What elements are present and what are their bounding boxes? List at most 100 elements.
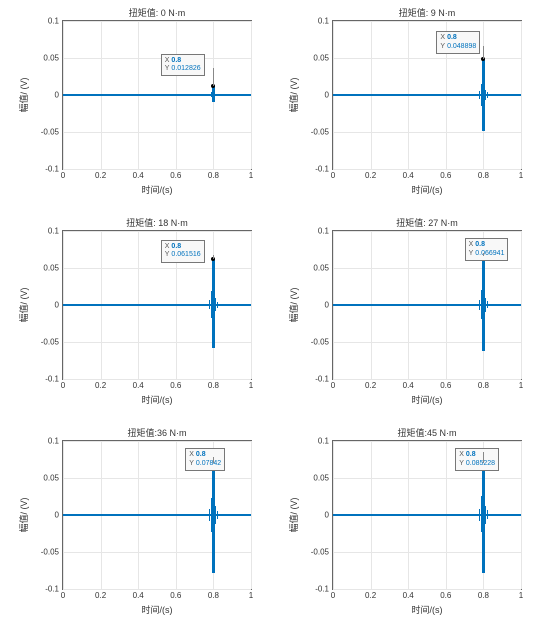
subplot-title: 扭矩值: 27 N·m (396, 216, 458, 229)
ylabel: 幅值/ (V) (287, 498, 300, 533)
ytick-label: 0.05 (43, 264, 59, 273)
xtick-label: 0.6 (170, 171, 181, 180)
xlabel: 时间/(s) (412, 183, 443, 196)
datatip-x: 0.8 (475, 241, 485, 248)
ytick-label: 0 (55, 511, 59, 520)
xtick-label: 0.8 (208, 171, 219, 180)
datatip-y: 0.048898 (447, 43, 476, 50)
datatip[interactable]: X0.8Y0.066941 (465, 238, 509, 261)
xlabel: 时间/(s) (412, 603, 443, 616)
xtick-label: 0.4 (403, 171, 414, 180)
xtick-label: 0.4 (403, 381, 414, 390)
xtick-label: 0 (331, 591, 335, 600)
signal-line (63, 94, 251, 96)
ytick-label: 0 (55, 91, 59, 100)
subplot-axes: 00.20.40.60.81-0.1-0.0500.050.1扭矩值:45 N·… (332, 440, 522, 590)
datatip-y: 0.061516 (171, 251, 200, 258)
subplot-title: 扭矩值: 0 N·m (129, 6, 186, 19)
xtick-label: 0.8 (478, 171, 489, 180)
xtick-label: 0.6 (170, 381, 181, 390)
xtick-label: 0.2 (365, 591, 376, 600)
xtick-label: 0.2 (365, 171, 376, 180)
datatip-x: 0.8 (447, 34, 457, 41)
ytick-label: 0 (55, 301, 59, 310)
xtick-label: 0.2 (365, 381, 376, 390)
ylabel: 幅值/ (V) (17, 498, 30, 533)
xtick-label: 1 (519, 591, 523, 600)
ytick-label: 0.05 (313, 54, 329, 63)
subplot-title: 扭矩值:36 N·m (127, 426, 186, 439)
datatip-y: 0.07842 (196, 460, 221, 467)
ylabel: 幅值/ (V) (17, 288, 30, 323)
datatip[interactable]: X0.8Y0.012826 (161, 54, 205, 77)
xtick-label: 0.6 (170, 591, 181, 600)
datatip[interactable]: X0.8Y0.061516 (161, 240, 205, 263)
subplot-axes: 00.20.40.60.81-0.1-0.0500.050.1扭矩值: 27 N… (332, 230, 522, 380)
datatip[interactable]: X0.8Y0.048898 (436, 31, 480, 54)
ytick-label: -0.1 (315, 375, 329, 384)
signal-line (63, 514, 251, 516)
ytick-label: -0.05 (41, 548, 59, 557)
ytick-label: -0.1 (45, 375, 59, 384)
ytick-label: -0.1 (45, 165, 59, 174)
ytick-label: -0.05 (311, 548, 329, 557)
xtick-label: 0 (331, 381, 335, 390)
xtick-label: 1 (519, 171, 523, 180)
ytick-label: 0.05 (43, 54, 59, 63)
xtick-label: 0 (61, 381, 65, 390)
datatip-stem (213, 255, 214, 260)
subplot-axes: 00.20.40.60.81-0.1-0.0500.050.1扭矩值: 0 N·… (62, 20, 252, 170)
signal-line (63, 304, 251, 306)
ytick-label: 0 (325, 301, 329, 310)
xtick-label: 0.8 (478, 381, 489, 390)
ytick-label: 0.1 (318, 437, 329, 446)
xtick-label: 0.8 (478, 591, 489, 600)
xtick-label: 0.8 (208, 591, 219, 600)
ylabel: 幅值/ (V) (17, 78, 30, 113)
ytick-label: -0.1 (45, 585, 59, 594)
datatip-stem (483, 253, 484, 256)
xtick-label: 0.4 (403, 591, 414, 600)
datatip-y: 0.066941 (475, 250, 504, 257)
xlabel: 时间/(s) (142, 393, 173, 406)
subplot-title: 扭矩值: 9 N·m (399, 6, 456, 19)
ytick-label: 0 (325, 511, 329, 520)
figure: 0 0.2 0.4 0.6 0.8 1 -0.1 -0.05 0 0.05 0.1 扭矩值: 0 N·… (0, 0, 542, 636)
xtick-label: 0.4 (133, 591, 144, 600)
xtick-label: 0.6 (440, 381, 451, 390)
ytick-label: 0.1 (318, 227, 329, 236)
ytick-label: -0.1 (315, 165, 329, 174)
signal-line (333, 94, 521, 96)
xtick-label: 0.6 (440, 171, 451, 180)
subplot-title: 扭矩值:45 N·m (397, 426, 456, 439)
datatip[interactable]: X0.8Y0.085228 (455, 448, 499, 471)
subplot-axes: 00.20.40.60.81-0.1-0.0500.050.1扭矩值: 18 N… (62, 230, 252, 380)
ytick-label: -0.05 (41, 338, 59, 347)
ytick-label: 0.05 (43, 474, 59, 483)
ytick-label: 0.1 (48, 227, 59, 236)
datatip-y: 0.012826 (171, 65, 200, 72)
ytick-label: 0.1 (48, 17, 59, 26)
subplot-title: 扭矩值: 18 N·m (126, 216, 188, 229)
ytick-label: -0.05 (41, 128, 59, 137)
datatip-x: 0.8 (171, 243, 181, 250)
datatip-stem (213, 457, 214, 463)
xtick-label: 0 (61, 171, 65, 180)
datatip[interactable]: X0.8Y0.07842 (185, 448, 225, 471)
xtick-label: 1 (519, 381, 523, 390)
datatip-stem (213, 68, 214, 85)
datatip-y: 0.085228 (466, 460, 495, 467)
xtick-label: 1 (249, 591, 253, 600)
xtick-label: 1 (249, 381, 253, 390)
xtick-label: 1 (249, 171, 253, 180)
xtick-label: 0 (61, 591, 65, 600)
xtick-label: 0.4 (133, 381, 144, 390)
xlabel: 时间/(s) (142, 603, 173, 616)
xtick-label: 0.6 (440, 591, 451, 600)
signal-line (333, 304, 521, 306)
ytick-label: -0.05 (311, 338, 329, 347)
datatip-x: 0.8 (466, 451, 476, 458)
xlabel: 时间/(s) (142, 183, 173, 196)
xlabel: 时间/(s) (412, 393, 443, 406)
datatip-stem (483, 452, 484, 463)
